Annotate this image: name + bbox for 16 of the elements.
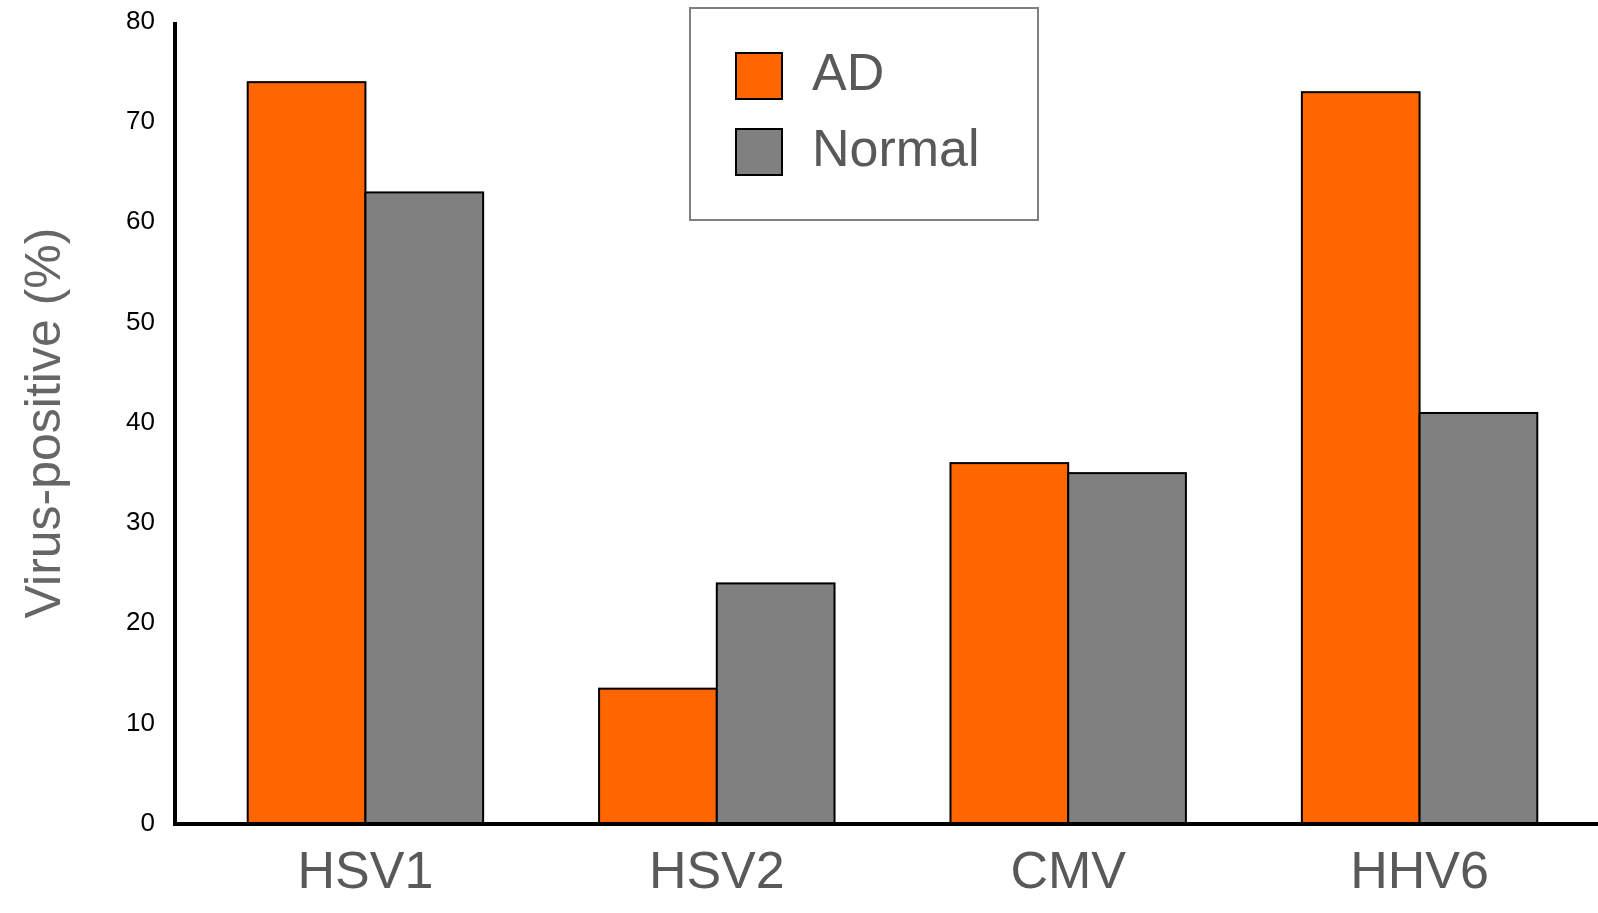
x-tick-label: HSV2 (648, 841, 785, 899)
y-tick-label: 0 (140, 806, 155, 837)
legend-label: AD (812, 42, 885, 101)
x-tick-label: HSV1 (297, 841, 434, 899)
y-tick-label: 40 (126, 405, 155, 436)
x-tick-label: CMV (1010, 841, 1127, 899)
y-tick-label: 20 (126, 606, 155, 637)
y-tick-label: 60 (126, 205, 155, 236)
y-axis-title: Virus-positive (%) (15, 227, 71, 619)
y-tick-label: 70 (126, 105, 155, 136)
y-tick-label: 80 (126, 4, 155, 35)
legend-label: Normal (812, 118, 980, 177)
y-tick-label: 30 (126, 506, 155, 537)
y-tick-label: 10 (126, 706, 155, 737)
y-tick-label: 50 (126, 305, 155, 336)
x-tick-label: HHV6 (1350, 841, 1489, 899)
